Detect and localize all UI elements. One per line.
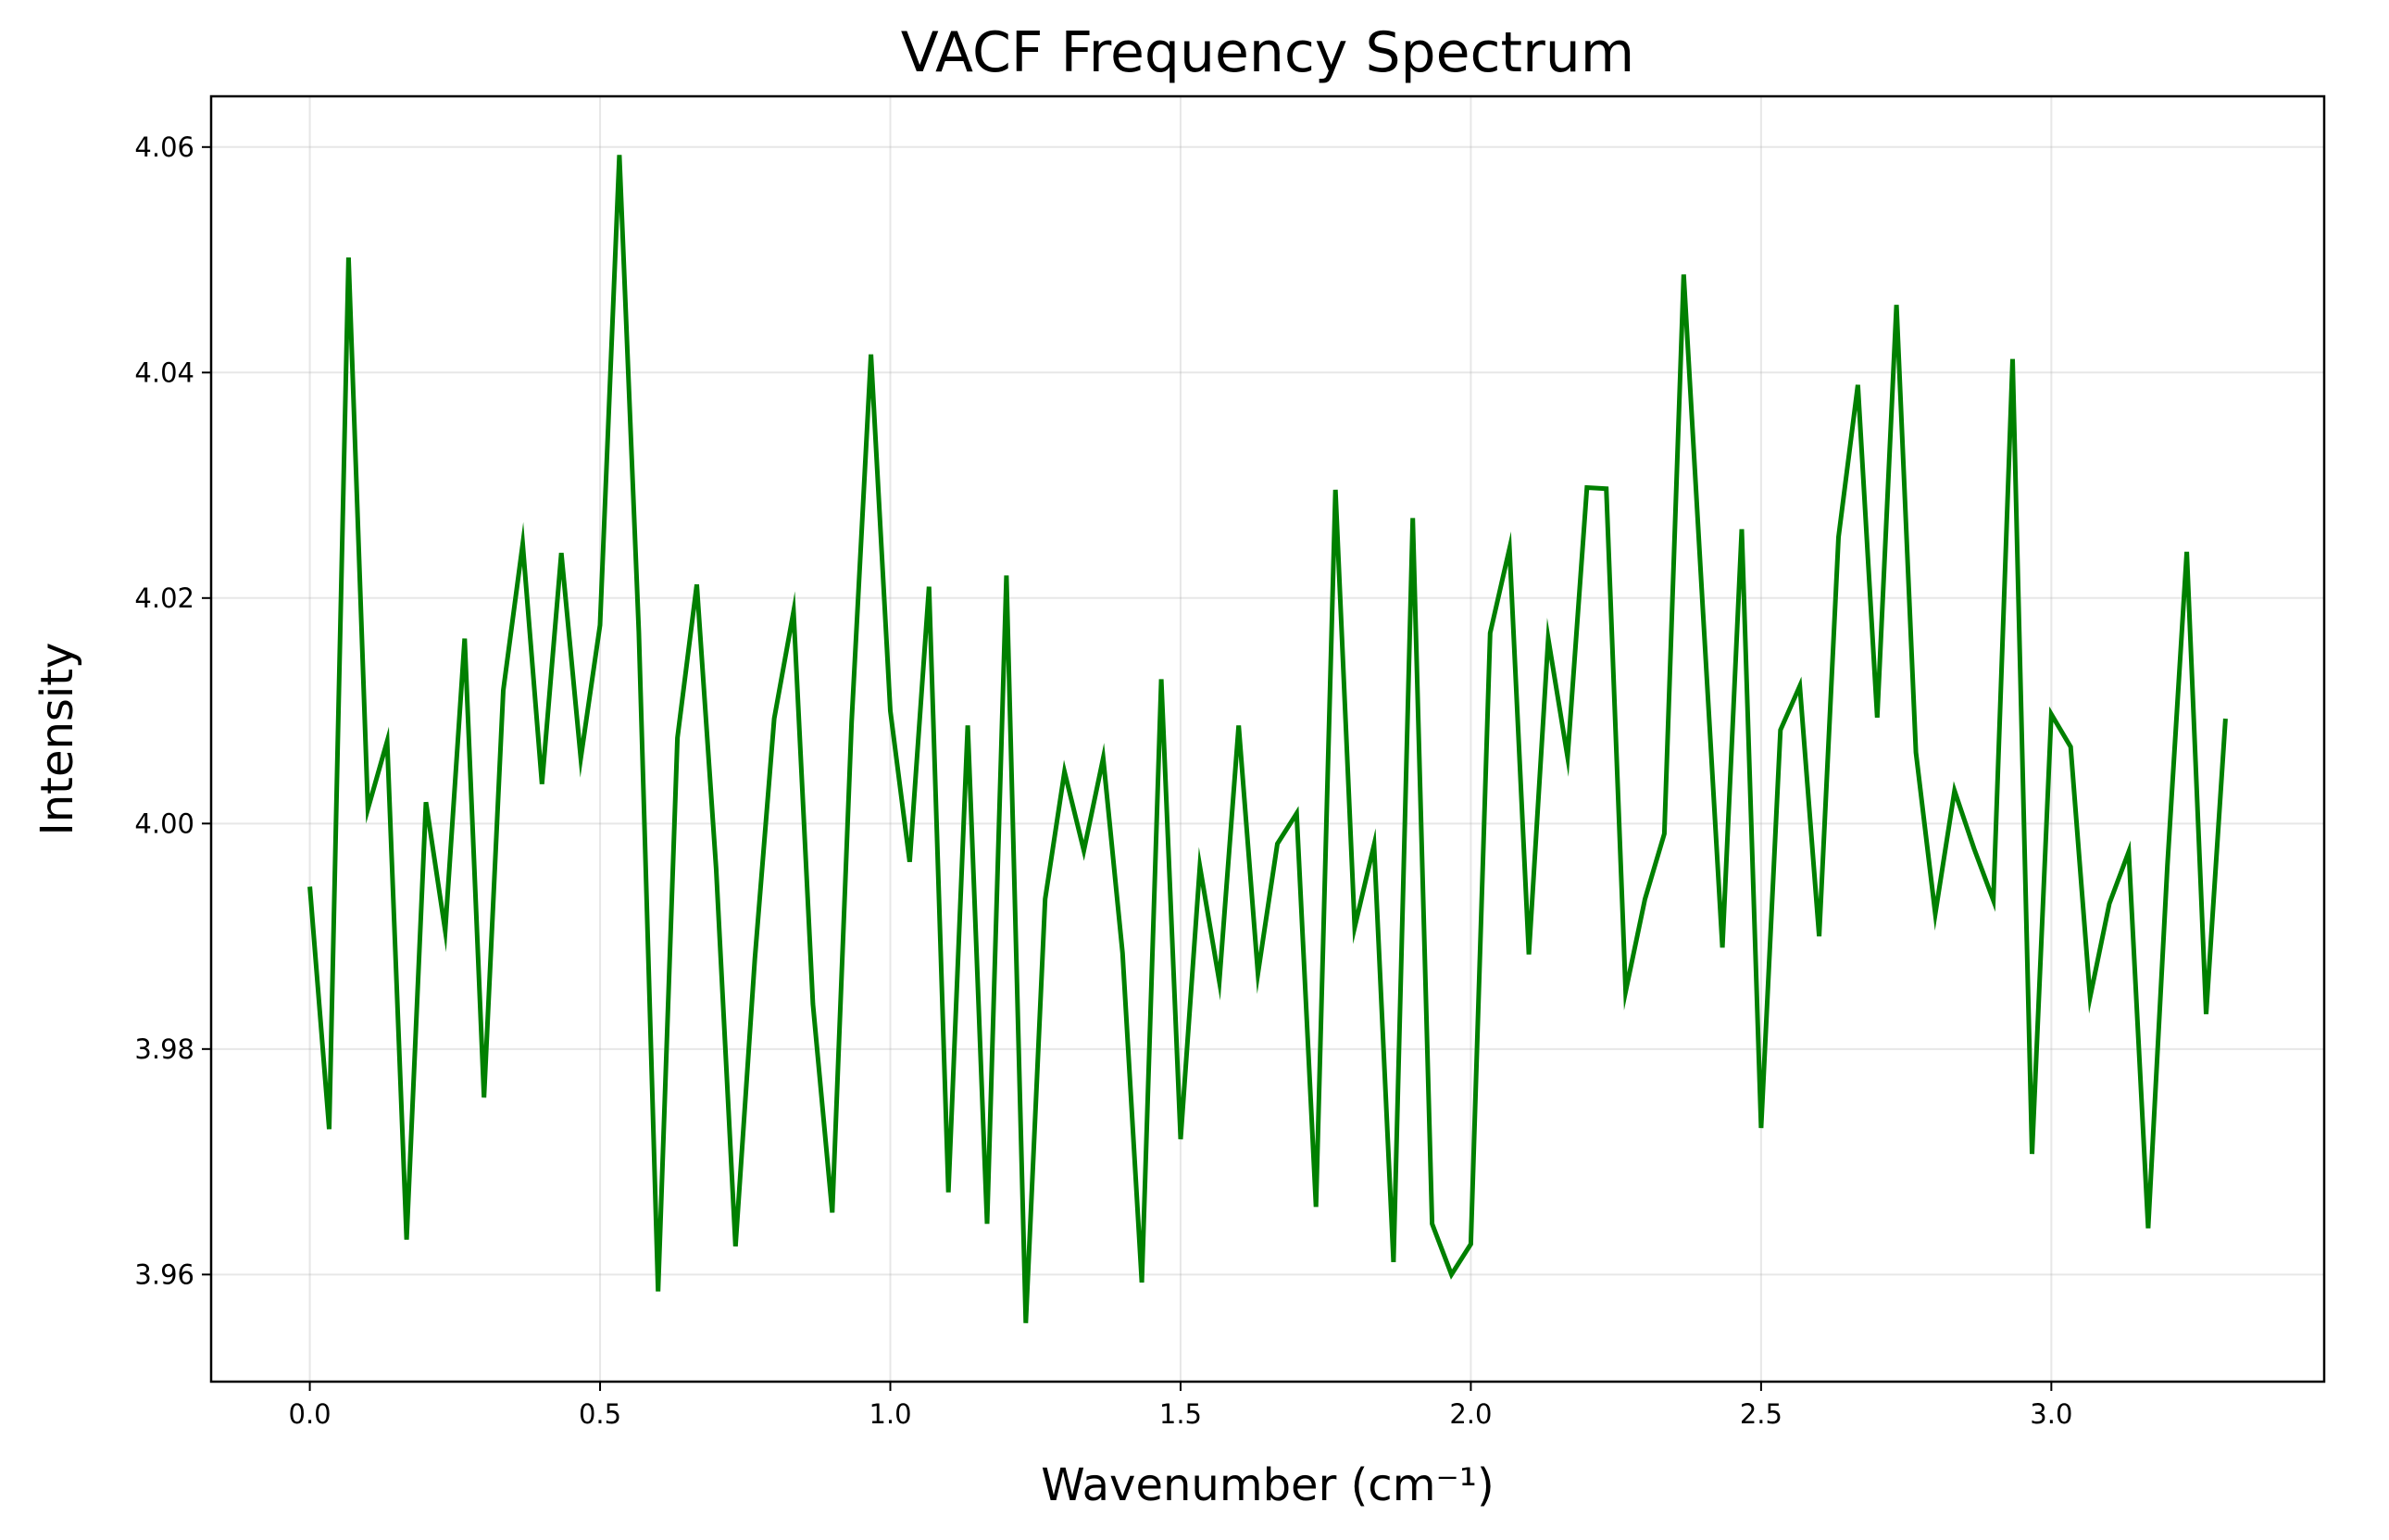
y-tick-label: 3.96 — [134, 1258, 194, 1290]
x-tick-label: 0.0 — [289, 1398, 331, 1430]
x-axis: 0.0 0.5 1.0 1.5 2.0 2.5 3.0 — [289, 1382, 2072, 1430]
y-axis: 3.96 3.98 4.00 4.02 4.04 4.06 — [134, 131, 211, 1290]
x-tick-label: 2.0 — [1449, 1398, 1492, 1430]
y-tick-label: 3.98 — [134, 1033, 194, 1065]
chart-title: VACF Frequency Spectrum — [901, 20, 1634, 85]
y-tick-label: 4.02 — [134, 582, 194, 614]
y-tick-label: 4.06 — [134, 131, 194, 163]
x-tick-label: 1.5 — [1159, 1398, 1202, 1430]
y-axis-label: Intensity — [31, 643, 83, 836]
x-axis-label: Wavenumber (cm⁻¹) — [1041, 1459, 1495, 1511]
series-line — [307, 155, 2228, 1323]
plot-line-group — [307, 155, 2228, 1323]
x-tick-label: 3.0 — [2030, 1398, 2072, 1430]
x-tick-label: 2.5 — [1740, 1398, 1782, 1430]
x-tick-label: 1.0 — [869, 1398, 911, 1430]
y-tick-label: 4.00 — [134, 808, 194, 839]
x-tick-label: 0.5 — [579, 1398, 621, 1430]
y-tick-label: 4.04 — [134, 357, 194, 388]
plot-frame — [209, 94, 2326, 1383]
